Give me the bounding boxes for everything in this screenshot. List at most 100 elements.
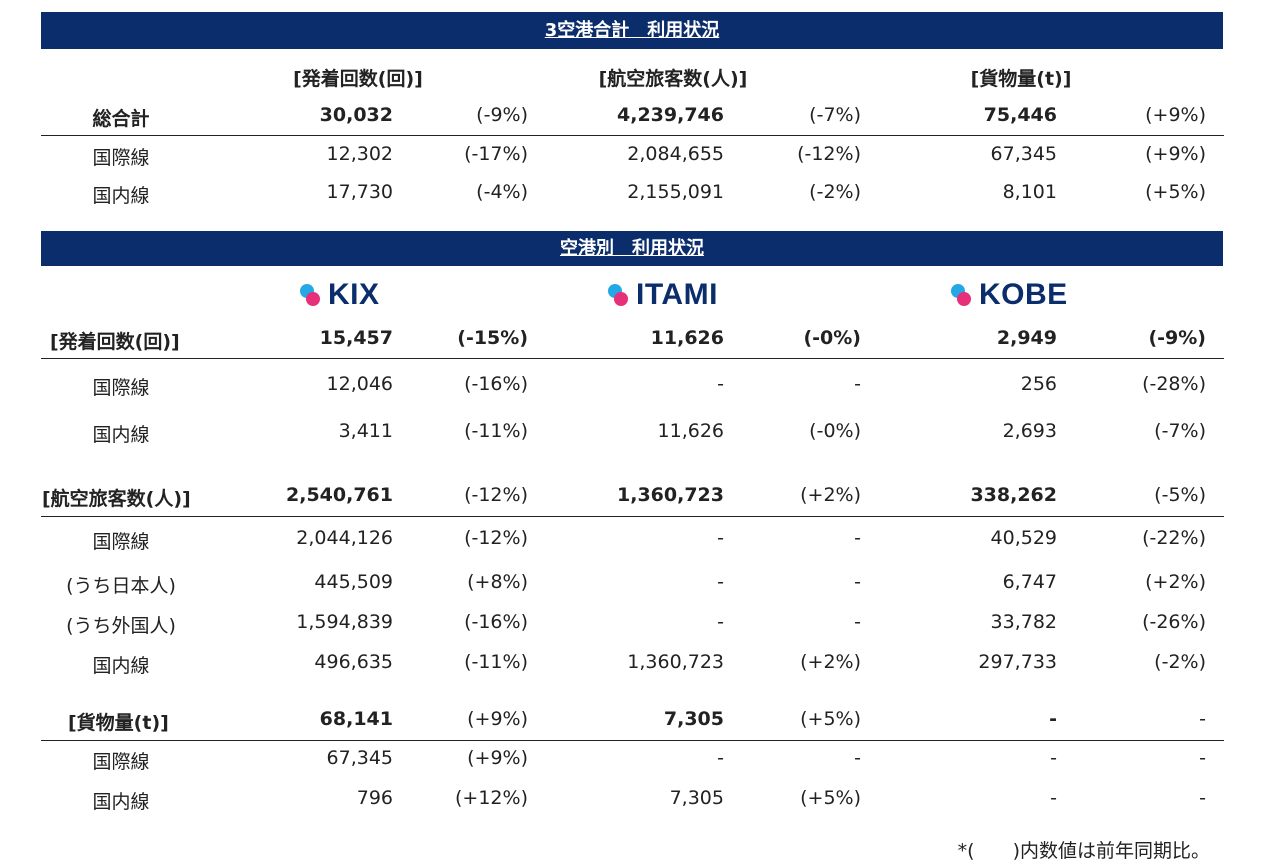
divider	[41, 740, 1224, 741]
itami-value: 11,626	[657, 420, 724, 442]
kix-value: 3,411	[338, 420, 393, 442]
itami-logo: ITAMI	[608, 278, 718, 311]
divider	[41, 135, 1224, 136]
cargo-change: (+5%)	[1145, 181, 1206, 203]
itami-change: (-0%)	[803, 327, 861, 349]
airport-banner-title: 空港別 利用状況	[560, 238, 704, 259]
itami-change: (+5%)	[800, 708, 861, 730]
row-label: (うち外国人)	[66, 615, 176, 637]
kix-logo-icon	[300, 284, 322, 306]
kix-change: (-11%)	[464, 651, 528, 673]
kobe-change: (-7%)	[1154, 420, 1206, 442]
kobe-value: -	[1049, 708, 1057, 730]
movements-value: 17,730	[326, 181, 393, 203]
itami-change: -	[854, 527, 861, 549]
airport-banner: 空港別 利用状況	[41, 231, 1223, 266]
kobe-logo-icon	[951, 284, 973, 306]
kix-value: 67,345	[326, 747, 393, 769]
kix-change: (-16%)	[464, 611, 528, 633]
kobe-value: 40,529	[990, 527, 1057, 549]
itami-change: -	[854, 747, 861, 769]
passengers-change: (-7%)	[809, 104, 861, 126]
kix-value: 68,141	[319, 708, 393, 730]
kix-change: (-11%)	[464, 420, 528, 442]
itami-value: 11,626	[650, 327, 724, 349]
row-label: (うち日本人)	[66, 575, 176, 597]
row-label: 国内線	[92, 185, 150, 207]
kix-value: 1,594,839	[296, 611, 393, 633]
kobe-value: 2,949	[996, 327, 1057, 349]
movements-change: (-17%)	[464, 143, 528, 165]
kobe-value: 2,693	[1002, 420, 1057, 442]
header-passengers: [航空旅客数(人)]	[598, 68, 748, 90]
header-movements: [発着回数(回)]	[293, 68, 423, 90]
itami-value: 7,305	[663, 708, 724, 730]
row-label: [貨物量(t)]	[68, 712, 169, 734]
kobe-change: -	[1199, 708, 1206, 730]
kix-logo-text: KIX	[328, 278, 380, 311]
kix-value: 796	[356, 787, 393, 809]
passengers-value: 2,155,091	[627, 181, 724, 203]
row-label: 国際線	[92, 377, 150, 399]
kobe-change: (-5%)	[1154, 484, 1206, 506]
kix-change: (-12%)	[464, 527, 528, 549]
row-label: 国際線	[92, 147, 150, 169]
kobe-value: 256	[1020, 373, 1057, 395]
kix-change: (-16%)	[464, 373, 528, 395]
kix-value: 12,046	[326, 373, 393, 395]
total-banner-title: 3空港合計 利用状況	[544, 20, 720, 41]
row-label: [航空旅客数(人)]	[42, 488, 191, 510]
itami-value: -	[717, 527, 724, 549]
kix-change: (-12%)	[464, 484, 528, 506]
kix-change: (+9%)	[467, 747, 528, 769]
kobe-change: (-22%)	[1142, 527, 1206, 549]
itami-change: (+2%)	[800, 651, 861, 673]
itami-value: -	[717, 747, 724, 769]
kix-change: (+12%)	[455, 787, 528, 809]
kix-value: 445,509	[314, 571, 393, 593]
kobe-change: (-9%)	[1148, 327, 1206, 349]
kobe-value: -	[1050, 787, 1057, 809]
itami-value: -	[717, 571, 724, 593]
passengers-change: (-2%)	[809, 181, 861, 203]
row-label: 国内線	[92, 424, 150, 446]
itami-change: -	[854, 571, 861, 593]
footnote: *( )内数値は前年同期比。	[957, 840, 1210, 862]
itami-value: -	[717, 373, 724, 395]
kix-logo: KIX	[300, 278, 380, 311]
row-label: 国内線	[92, 791, 150, 813]
kix-change: (-15%)	[457, 327, 528, 349]
kobe-change: (+2%)	[1145, 571, 1206, 593]
kobe-logo-text: KOBE	[979, 278, 1068, 311]
itami-value: 1,360,723	[627, 651, 724, 673]
itami-logo-text: ITAMI	[636, 278, 718, 311]
header-cargo: [貨物量(t)]	[970, 68, 1072, 90]
kix-change: (+9%)	[467, 708, 528, 730]
kobe-change: -	[1199, 787, 1206, 809]
kobe-change: (-26%)	[1142, 611, 1206, 633]
kobe-value: 33,782	[990, 611, 1057, 633]
cargo-value: 8,101	[1002, 181, 1057, 203]
kix-value: 496,635	[314, 651, 393, 673]
itami-value: 1,360,723	[617, 484, 724, 506]
row-label: 総合計	[92, 108, 150, 130]
kobe-change: (-2%)	[1154, 651, 1206, 673]
kix-value: 15,457	[319, 327, 393, 349]
kix-value: 2,044,126	[296, 527, 393, 549]
movements-value: 12,302	[326, 143, 393, 165]
kobe-value: 338,262	[970, 484, 1057, 506]
row-label: 国内線	[92, 655, 150, 677]
row-label: 国際線	[92, 531, 150, 553]
total-banner: 3空港合計 利用状況	[41, 12, 1223, 49]
cargo-change: (+9%)	[1145, 143, 1206, 165]
row-label: 国際線	[92, 751, 150, 773]
divider	[41, 516, 1224, 517]
itami-change: (+2%)	[800, 484, 861, 506]
kobe-value: -	[1050, 747, 1057, 769]
itami-change: -	[854, 373, 861, 395]
itami-change: -	[854, 611, 861, 633]
row-label: [発着回数(回)]	[50, 331, 180, 353]
cargo-value: 67,345	[990, 143, 1057, 165]
kobe-logo: KOBE	[951, 278, 1068, 311]
kobe-change: -	[1199, 747, 1206, 769]
